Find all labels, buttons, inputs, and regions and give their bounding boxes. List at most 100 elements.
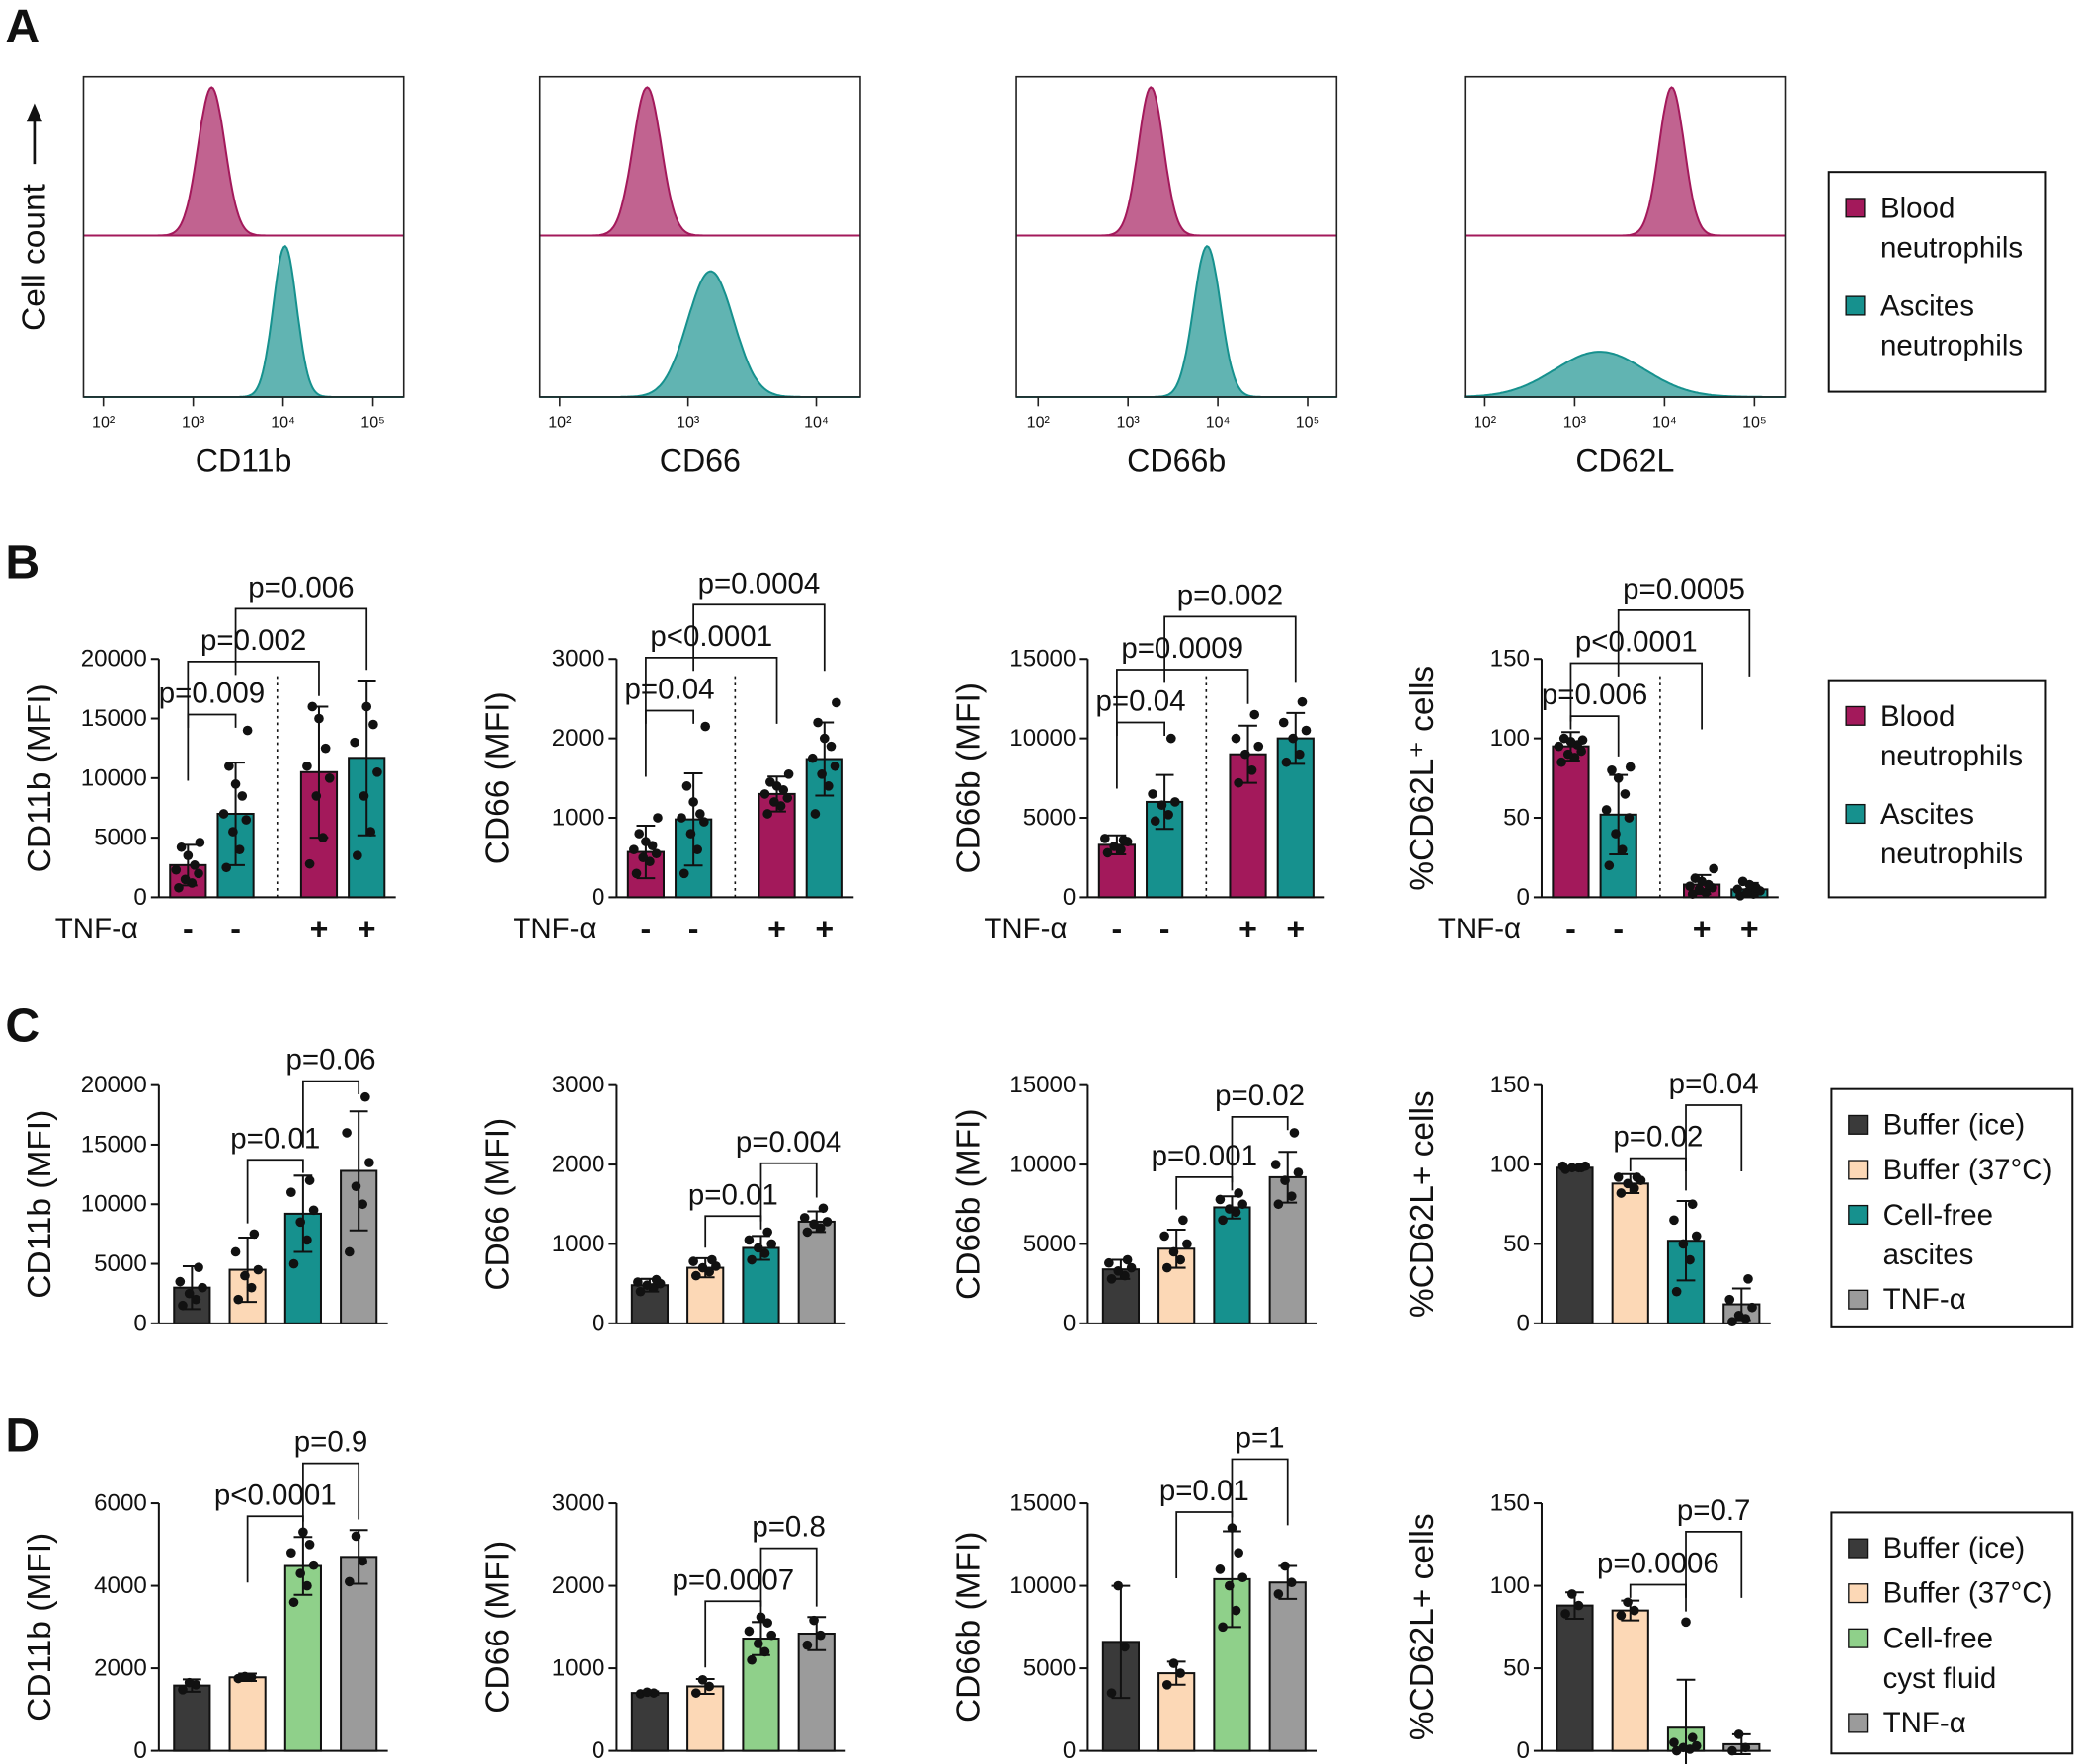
data-point [1737, 876, 1748, 887]
p-value: p=0.02 [1613, 1121, 1703, 1154]
data-point [358, 1556, 368, 1566]
data-point [769, 797, 779, 807]
data-point [311, 791, 322, 801]
data-point [1669, 1737, 1679, 1748]
data-point [1100, 834, 1110, 843]
y-tick-label: 2000 [552, 1572, 605, 1599]
data-point [1175, 1254, 1186, 1265]
data-point [1690, 873, 1701, 883]
legend-swatch [1848, 1114, 1869, 1135]
data-point [1685, 881, 1695, 891]
x-tick-label: 10² [92, 413, 116, 431]
data-point [1126, 1262, 1137, 1273]
p-value: p=0.001 [1152, 1140, 1257, 1172]
data-point [240, 1270, 250, 1281]
legend-swatch [1848, 1713, 1869, 1733]
legend-swatch [1845, 198, 1866, 218]
data-point [1178, 1215, 1188, 1226]
data-point [1727, 1745, 1737, 1756]
data-point [1234, 777, 1243, 788]
x-tick-label: - [688, 912, 699, 947]
y-tick-label: 15000 [81, 705, 147, 732]
y-tick-label: 0 [133, 1737, 146, 1764]
p-value: p=0.0005 [1623, 573, 1745, 605]
density-curve [539, 270, 860, 398]
data-point [699, 817, 709, 827]
x-tick-label: 10³ [1117, 413, 1141, 431]
data-point [1224, 1204, 1235, 1214]
data-point [690, 1688, 701, 1698]
data-point [1273, 1199, 1284, 1210]
x-tick-label: 10² [1474, 413, 1497, 431]
data-point [651, 848, 662, 859]
legend-swatch [1848, 1583, 1869, 1604]
y-tick-label: 10000 [81, 764, 147, 791]
y-axis-label: CD11b (MFI) [22, 683, 58, 872]
data-point [1280, 1561, 1290, 1571]
y-axis-label: %CD62L+ cells [1404, 1513, 1441, 1740]
data-point [782, 793, 793, 803]
data-point [180, 874, 191, 885]
y-axis-label: CD66 (MFI) [479, 1541, 516, 1714]
significance-bracket [187, 713, 237, 781]
y-tick-label: 1000 [552, 805, 605, 832]
y-tick-label: 10000 [81, 1191, 147, 1218]
x-tick-label: 10⁴ [271, 413, 295, 431]
data-point [759, 1248, 770, 1258]
density-curve [83, 244, 404, 398]
data-point [638, 852, 649, 863]
significance-bracket [1163, 615, 1297, 683]
significance-bracket [1116, 721, 1165, 789]
p-value: p=0.04 [625, 674, 715, 706]
bar [1611, 1182, 1649, 1324]
x-tick-label: 10⁵ [360, 413, 385, 431]
data-point [295, 1568, 306, 1578]
data-point [1694, 884, 1705, 895]
data-point [1616, 1610, 1627, 1621]
legend-label: Buffer (37°C) [1883, 1154, 2053, 1186]
data-point [190, 860, 200, 870]
significance-bracket [234, 607, 368, 676]
x-tick-label: + [767, 912, 786, 947]
y-axis-label: CD66 (MFI) [479, 691, 516, 864]
data-point [1159, 1231, 1169, 1242]
legend-swatch [1848, 1204, 1869, 1226]
y-axis-label: Cell count [16, 183, 52, 331]
data-point [1161, 1679, 1172, 1690]
data-point [1613, 772, 1624, 783]
legend-box [1830, 1087, 2074, 1328]
data-point [1281, 757, 1292, 767]
data-point [1301, 725, 1312, 736]
data-point [228, 827, 238, 837]
data-point [1175, 1668, 1186, 1678]
plot-frame [82, 75, 405, 398]
significance-bracket [246, 1159, 304, 1224]
data-point [1732, 884, 1743, 895]
density-curve [1464, 351, 1786, 398]
data-point [353, 850, 362, 861]
data-point [1270, 1160, 1281, 1169]
data-point [1747, 1302, 1757, 1313]
data-point [1604, 860, 1615, 871]
legend-label: Cell-free cyst fluid [1883, 1622, 2002, 1694]
data-point [1733, 1729, 1744, 1739]
data-point [826, 741, 837, 752]
x-tick-label: 10³ [1563, 413, 1587, 431]
p-value: p=0.04 [1669, 1068, 1759, 1100]
bar [686, 1685, 725, 1752]
data-point [218, 809, 229, 819]
data-point [1671, 1286, 1682, 1297]
legend-swatch [1848, 1538, 1869, 1559]
y-tick-label: 5000 [1023, 1231, 1077, 1257]
data-point [1562, 749, 1573, 760]
x-axis-label: TNF-α [984, 913, 1067, 945]
y-tick-label: 3000 [552, 1072, 605, 1098]
data-point [1170, 797, 1180, 807]
data-point [194, 868, 203, 879]
legend-label: Buffer (37°C) [1883, 1577, 2053, 1610]
data-point [1294, 749, 1305, 760]
bar [228, 1676, 267, 1752]
data-point [1234, 1548, 1243, 1558]
data-point [324, 772, 335, 783]
data-point [1741, 887, 1752, 898]
